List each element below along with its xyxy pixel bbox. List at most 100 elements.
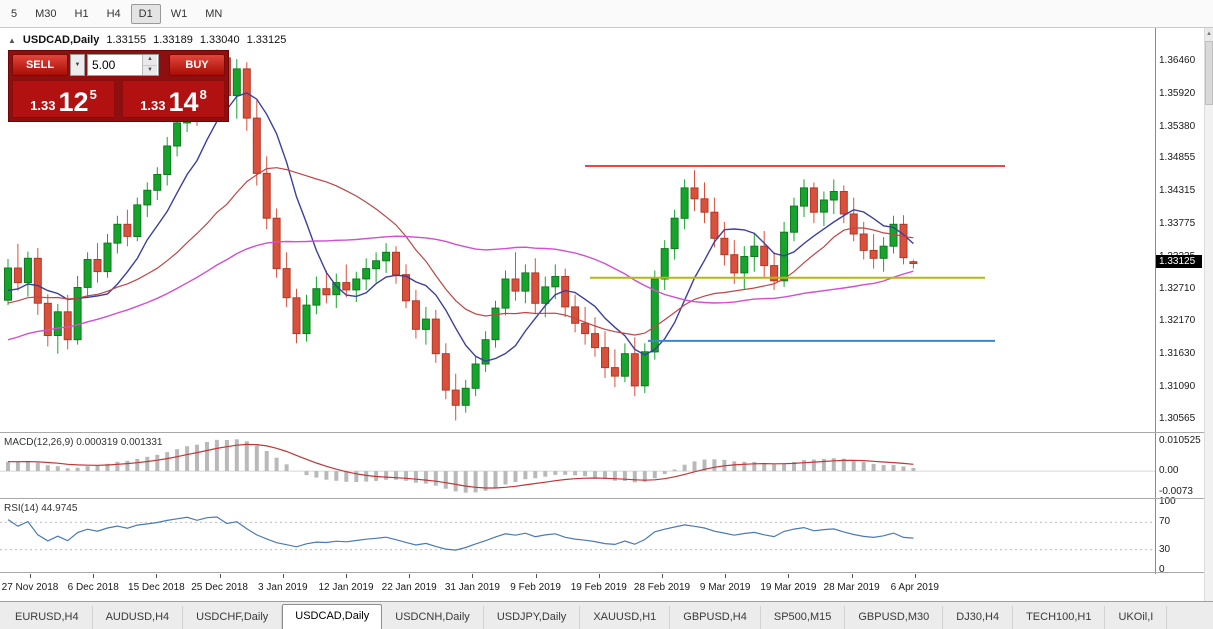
time-axis-label: 28 Mar 2019	[823, 582, 880, 593]
time-axis-label: 12 Jan 2019	[318, 582, 374, 593]
time-axis-tick	[662, 574, 663, 578]
rsi-pane-canvas[interactable]	[0, 500, 1155, 572]
time-axis-tick	[282, 574, 284, 578]
pane-splitter-rsi[interactable]	[0, 498, 1204, 499]
buy-price-prefix: 1.33	[140, 98, 166, 114]
rsi-indicator-label: RSI(14) 44.9745	[4, 503, 78, 514]
time-axis-tick	[851, 574, 853, 578]
price-scale-label: 1.33775	[1159, 218, 1196, 230]
trade-panel-toggle-icon[interactable]: ▲	[8, 35, 16, 45]
buy-price-sup: 8	[199, 87, 207, 102]
chart-symbol-label: USDCAD,Daily	[22, 34, 100, 46]
time-axis-tick	[535, 574, 537, 578]
timeframe-d1[interactable]: D1	[130, 3, 161, 24]
timeframe-toolbar-buttons: 5 M30 H1 H4 D1 W1 MN	[2, 3, 231, 24]
tab-sp500-m15[interactable]: SP500,M15	[761, 606, 846, 629]
macd-scale-label: 0.010525	[1159, 435, 1201, 446]
ohlc-close: 1.33125	[246, 34, 287, 46]
scroll-up-icon: ▲	[1206, 31, 1212, 37]
price-scale-label: 1.32170	[1159, 315, 1196, 327]
scroll-up-button[interactable]: ▲	[1205, 28, 1213, 42]
macd-indicator-label: MACD(12,26,9) 0.000319 0.001331	[4, 437, 163, 448]
volume-increase-button[interactable]: ▲	[143, 55, 157, 66]
vertical-scrollbar[interactable]: ▲	[1204, 28, 1213, 601]
tab-tech100-h1[interactable]: TECH100,H1	[1013, 606, 1106, 629]
tab-gbpusd-m30[interactable]: GBPUSD,M30	[845, 606, 944, 629]
tab-eurusd-h4[interactable]: EURUSD,H4	[2, 606, 93, 629]
sell-button[interactable]: SELL	[12, 54, 68, 76]
time-axis-label: 6 Apr 2019	[890, 582, 939, 593]
tab-xauusd-h1[interactable]: XAUUSD,H1	[580, 606, 671, 629]
timeframe-5[interactable]: 5	[11, 7, 18, 20]
buy-button[interactable]: BUY	[169, 54, 225, 76]
tab-gbpusd-h4[interactable]: GBPUSD,H4	[670, 606, 761, 629]
rsi-scale-label: 70	[1159, 516, 1171, 528]
chart-tab-bar: EURUSD,H4 AUDUSD,H4 USDCHF,Daily USDCAD,Dai…	[0, 601, 1213, 629]
time-axis-label: 3 Jan 2019	[258, 582, 308, 593]
main-chart-canvas[interactable]	[0, 30, 1155, 432]
rsi-scale-label: 30	[1159, 543, 1171, 555]
rsi-scale-label: 0	[1159, 564, 1165, 575]
time-axis-label: 19 Mar 2019	[760, 582, 817, 593]
price-scale[interactable]: 1.36460 1.35920 1.35380 1.34855 1.34315 1.337…	[1156, 28, 1204, 575]
time-axis-label: 22 Jan 2019	[381, 582, 437, 593]
scrollbar-thumb[interactable]	[1205, 41, 1213, 105]
price-scale-label: 1.34315	[1159, 185, 1196, 197]
volume-spinner: ▲ ▼	[142, 55, 157, 75]
chart-window: ▲ USDCAD,Daily 1.33155 1.33189 1.33040 1…	[0, 28, 1213, 601]
pane-splitter-axis[interactable]	[0, 572, 1204, 573]
time-axis-tick	[93, 574, 95, 578]
volume-decrease-button[interactable]: ▼	[143, 65, 157, 75]
price-scale-label: 1.31090	[1159, 381, 1196, 393]
time-axis-tick	[156, 574, 158, 578]
tab-audusd-h4[interactable]: AUDUSD,H4	[93, 606, 184, 629]
time-axis-tick	[346, 574, 347, 578]
current-price-tag: 1.33125	[1156, 255, 1202, 269]
timeframe-mn[interactable]: MN	[205, 7, 223, 20]
time-axis-tick	[914, 574, 916, 578]
time-axis-tick	[598, 574, 600, 578]
buy-price-display[interactable]: 1.33 14 8	[122, 80, 225, 118]
tab-usdcad-daily[interactable]: USDCAD,Daily	[282, 604, 383, 629]
chart-title: ▲ USDCAD,Daily 1.33155 1.33189 1.33040 1…	[8, 34, 286, 46]
time-axis-tick	[725, 574, 727, 578]
time-axis-label: 6 Dec 2018	[67, 582, 119, 593]
rsi-scale-label: 100	[1159, 496, 1176, 507]
time-axis-tick	[788, 574, 790, 578]
tab-usdchf-daily[interactable]: USDCHF,Daily	[183, 606, 283, 629]
timeframe-m30[interactable]: M30	[35, 7, 57, 20]
time-axis-label: 9 Mar 2019	[699, 582, 751, 593]
time-axis-tick	[472, 574, 474, 578]
price-scale-label: 1.32710	[1159, 282, 1196, 294]
pane-splitter-macd[interactable]	[0, 432, 1204, 433]
time-axis-label: 27 Nov 2018	[1, 582, 59, 593]
volume-input[interactable]	[88, 55, 142, 75]
time-axis-label: 31 Jan 2019	[444, 582, 500, 593]
macd-pane-canvas[interactable]	[0, 434, 1155, 498]
timeframe-h4[interactable]: H4	[106, 7, 121, 20]
price-scale-label: 1.30565	[1159, 412, 1196, 424]
time-axis-label: 28 Feb 2019	[633, 582, 691, 593]
volume-dropdown-button[interactable]: ▼	[70, 54, 85, 76]
tab-ukoil-i[interactable]: UKOil,I	[1105, 606, 1168, 629]
timeframe-w1[interactable]: W1	[170, 7, 188, 20]
macd-scale-label: 0.00	[1159, 465, 1179, 477]
timeframe-h1[interactable]: H1	[74, 7, 89, 20]
time-axis-tick	[409, 574, 411, 578]
tab-dj30-h4[interactable]: DJ30,H4	[943, 606, 1014, 629]
time-axis[interactable]: 27 Nov 2018 6 Dec 2018 15 Dec 2018 25 Dec 2…	[0, 574, 1155, 601]
ohlc-low: 1.33040	[199, 34, 240, 46]
tab-usdjpy-daily[interactable]: USDJPY,Daily	[484, 606, 581, 629]
price-scale-label: 1.34855	[1159, 152, 1196, 164]
time-axis-label: 25 Dec 2018	[191, 582, 248, 593]
price-scale-label: 1.36460	[1159, 54, 1196, 66]
tab-usdcnh-daily[interactable]: USDCNH,Daily	[382, 606, 484, 629]
price-scale-label: 1.35920	[1159, 87, 1196, 99]
sell-price-display[interactable]: 1.33 12 5	[12, 80, 115, 118]
price-scale-label: 1.35380	[1159, 120, 1196, 132]
price-scale-separator	[1155, 28, 1156, 574]
sell-price-prefix: 1.33	[30, 98, 56, 114]
ohlc-high: 1.33189	[153, 34, 193, 46]
